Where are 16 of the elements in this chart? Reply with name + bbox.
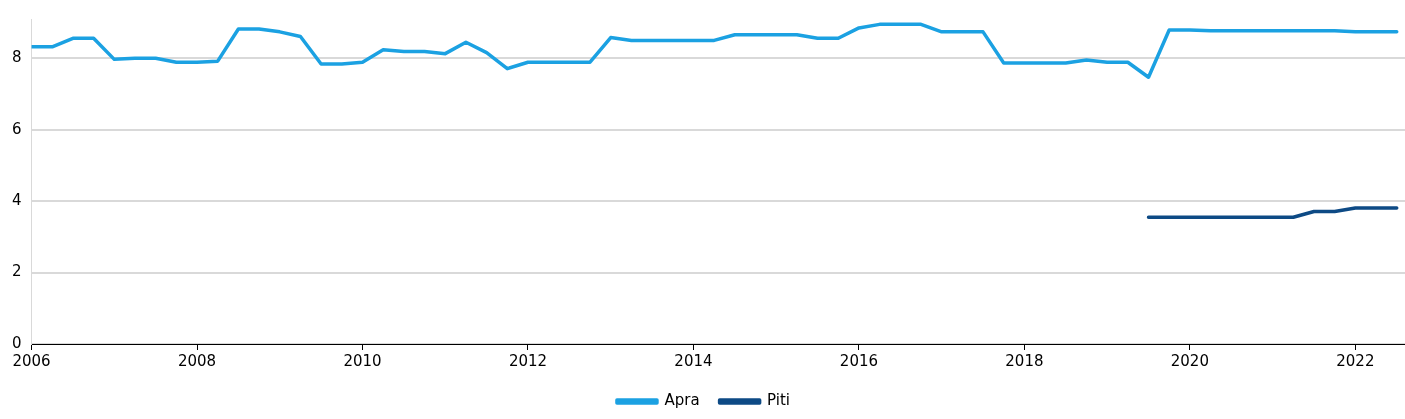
x-tick-label: 2012 bbox=[508, 351, 548, 370]
x-tick-label: 2006 bbox=[12, 351, 51, 370]
x-tick-label: 2020 bbox=[1170, 351, 1209, 370]
x-tick-label: 2014 bbox=[674, 351, 713, 370]
x-tick-label: 2010 bbox=[343, 351, 382, 370]
x-tick-label: 2018 bbox=[1005, 351, 1044, 370]
y-tick-label: 6 bbox=[12, 119, 22, 138]
legend-label: Apra bbox=[664, 391, 700, 410]
y-tick-label: 0 bbox=[12, 333, 22, 352]
y-tick-label: 8 bbox=[12, 48, 22, 67]
y-tick-label: 4 bbox=[12, 191, 22, 210]
x-tick-label: 2022 bbox=[1336, 351, 1375, 370]
y-tick-label: 2 bbox=[12, 262, 22, 281]
x-tick-label: 2016 bbox=[839, 351, 879, 370]
x-tick-label: 2008 bbox=[177, 351, 217, 370]
legend-label: Piti bbox=[767, 391, 791, 410]
